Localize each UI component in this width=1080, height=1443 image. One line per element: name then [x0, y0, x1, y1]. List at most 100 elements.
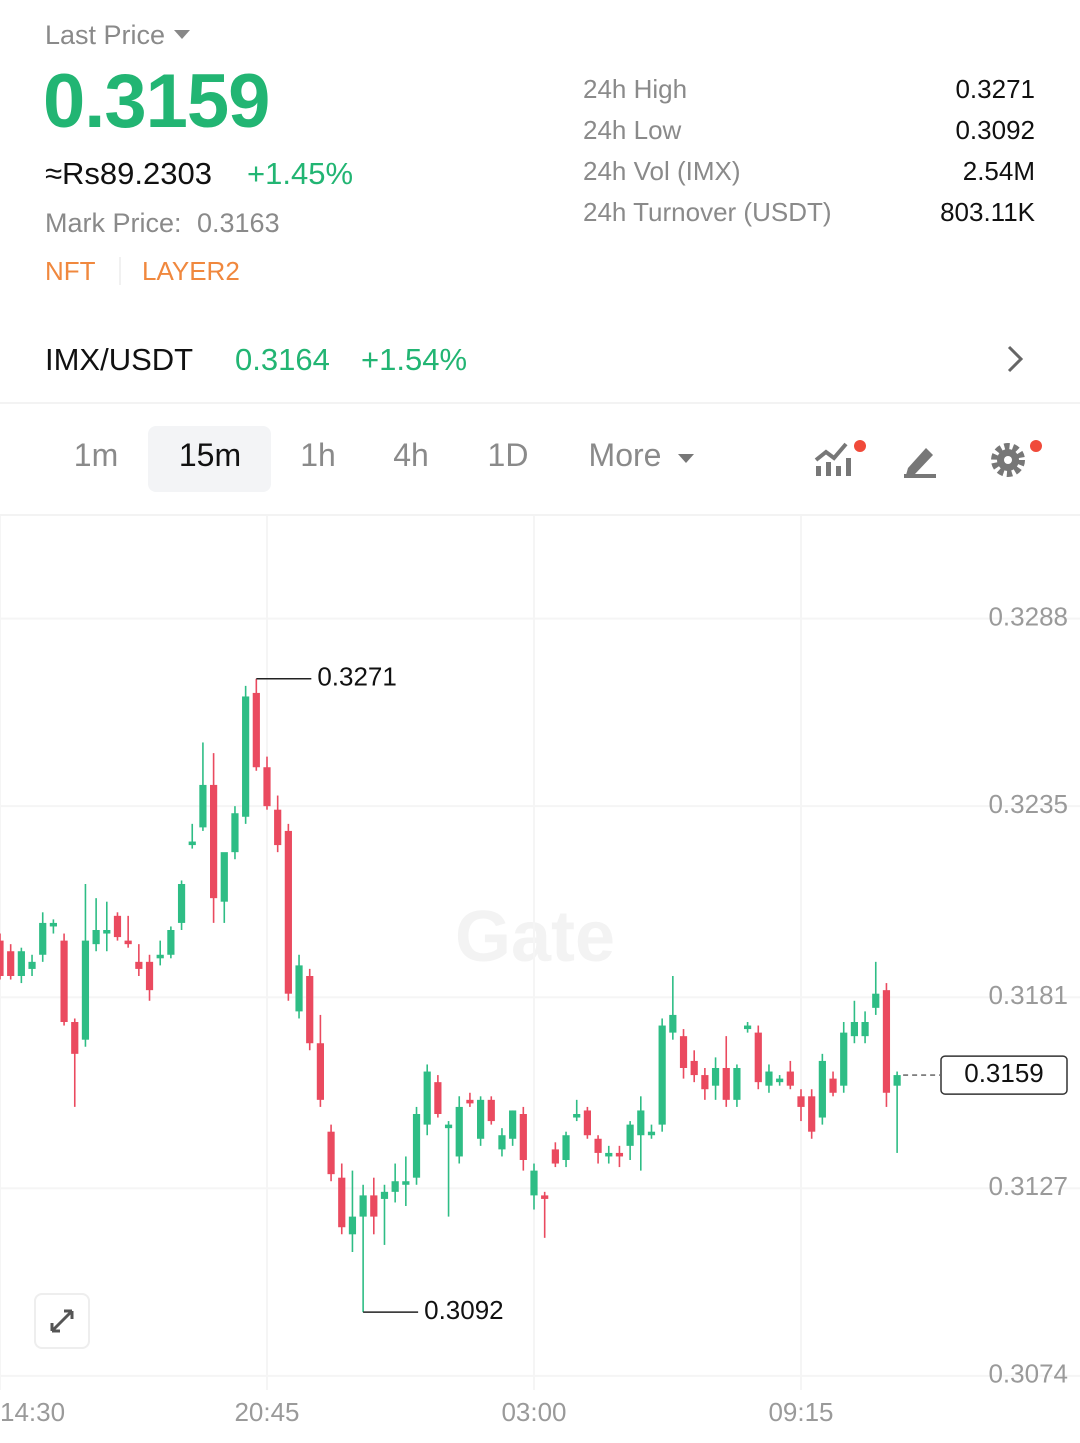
- mark-price-label: Mark Price:: [45, 208, 182, 238]
- candle-body: [498, 1135, 506, 1150]
- candle-body: [135, 961, 143, 969]
- last-price-tag-label: 0.3159: [964, 1058, 1044, 1088]
- stat-value: 803.11K: [940, 197, 1035, 227]
- settings-icon[interactable]: [988, 436, 1048, 480]
- candle-body: [338, 1177, 346, 1228]
- stat-label: 24h Vol (IMX): [583, 156, 741, 186]
- candle-body: [7, 951, 15, 976]
- candle-body: [402, 1181, 410, 1185]
- tag[interactable]: NFT: [45, 256, 96, 286]
- stat-value: 2.54M: [962, 156, 1035, 186]
- candle-body: [306, 976, 314, 1044]
- candle-body: [605, 1152, 613, 1157]
- candle-body: [840, 1032, 848, 1086]
- timeframe-tab[interactable]: 4h: [393, 437, 429, 473]
- candle-body: [530, 1170, 538, 1196]
- candle-body: [145, 961, 154, 991]
- candle-body: [808, 1096, 816, 1132]
- y-tick-label: 0.3288: [988, 601, 1068, 631]
- candle-body: [797, 1096, 805, 1107]
- x-tick-label: 09:15: [768, 1397, 833, 1427]
- divider: [0, 402, 1080, 404]
- candle-body: [60, 940, 68, 1022]
- indicator-icon[interactable]: [812, 438, 872, 480]
- candle-body: [370, 1195, 378, 1217]
- change: +1.45%: [247, 156, 354, 191]
- candle-body: [744, 1025, 752, 1030]
- stat-label: 24h High: [583, 74, 688, 104]
- candle-body: [615, 1152, 624, 1157]
- candle-body: [573, 1114, 581, 1118]
- pair-name[interactable]: IMX/USDT: [45, 342, 194, 377]
- candle-body: [423, 1071, 431, 1125]
- stat-label: 24h Turnover (USDT): [583, 197, 832, 227]
- candle-body: [444, 1124, 453, 1129]
- candle-body: [39, 922, 47, 955]
- candle-body: [252, 692, 260, 768]
- candle-body: [519, 1114, 527, 1160]
- timeframe-tab[interactable]: 1h: [300, 437, 336, 473]
- expand-button[interactable]: [34, 1293, 90, 1349]
- y-tick-label: 0.3181: [988, 980, 1068, 1010]
- candle-body: [274, 809, 282, 846]
- last-price-label[interactable]: Last Price: [45, 20, 166, 50]
- candle-body: [477, 1099, 485, 1139]
- candle-body: [861, 1022, 869, 1037]
- candle-body: [17, 951, 25, 976]
- timeframe-tab[interactable]: 1m: [73, 437, 119, 473]
- candle-body: [765, 1071, 773, 1086]
- chevron-right[interactable]: [1005, 344, 1027, 374]
- dropdown-icon: [174, 30, 190, 39]
- pair-price: 0.3164: [235, 342, 330, 377]
- candle-body: [583, 1110, 591, 1136]
- candle-body: [295, 965, 303, 1012]
- candle-body: [380, 1191, 389, 1199]
- x-tick-label: 03:00: [501, 1397, 566, 1427]
- candle-body: [359, 1195, 367, 1217]
- candle-body: [263, 767, 271, 807]
- candle-body: [199, 784, 207, 828]
- dropdown-icon: [678, 454, 694, 463]
- candle-body: [679, 1036, 688, 1068]
- candle-body: [348, 1216, 357, 1235]
- timeframe-tab[interactable]: More: [588, 437, 662, 473]
- candle-body: [850, 1022, 858, 1037]
- tag-separator: [119, 257, 121, 285]
- fiat-price: ≈Rs89.2303: [45, 156, 212, 191]
- candle-body: [210, 784, 218, 899]
- y-tick-label: 0.3074: [988, 1359, 1068, 1389]
- candle-body: [327, 1131, 335, 1175]
- candle-body: [316, 1043, 324, 1100]
- candle-body: [829, 1078, 837, 1093]
- candle-body: [455, 1106, 463, 1157]
- candle-body: [156, 954, 164, 959]
- last-price-tag: [940, 1055, 1068, 1095]
- candle-body: [754, 1032, 762, 1083]
- high-label: 0.3271: [317, 662, 397, 692]
- candle-body: [690, 1060, 698, 1076]
- candle-body: [242, 696, 250, 817]
- y-tick-label: 0.3235: [988, 789, 1068, 819]
- mark-price: 0.3163: [197, 208, 280, 238]
- candle-body: [626, 1124, 634, 1146]
- candle-body: [722, 1068, 730, 1100]
- candle-body: [541, 1195, 549, 1199]
- candle-body: [733, 1068, 741, 1100]
- candle-body: [701, 1075, 709, 1090]
- draw-icon[interactable]: [900, 440, 940, 480]
- last-price: 0.3159: [43, 59, 270, 144]
- candle-body: [284, 830, 292, 994]
- candle-body: [466, 1099, 474, 1104]
- stat-value: 0.3271: [955, 74, 1035, 104]
- candle-body: [776, 1078, 784, 1083]
- timeframe-tab[interactable]: 15m: [178, 437, 242, 473]
- active-tab-bg: [148, 426, 271, 492]
- tag[interactable]: LAYER2: [142, 256, 240, 286]
- candle-body: [711, 1068, 720, 1086]
- candle-body: [637, 1110, 645, 1136]
- x-tick-label: 20:45: [234, 1397, 299, 1427]
- divider: [0, 514, 1080, 516]
- timeframe-tab[interactable]: 1D: [487, 437, 529, 473]
- candle-body: [103, 930, 111, 934]
